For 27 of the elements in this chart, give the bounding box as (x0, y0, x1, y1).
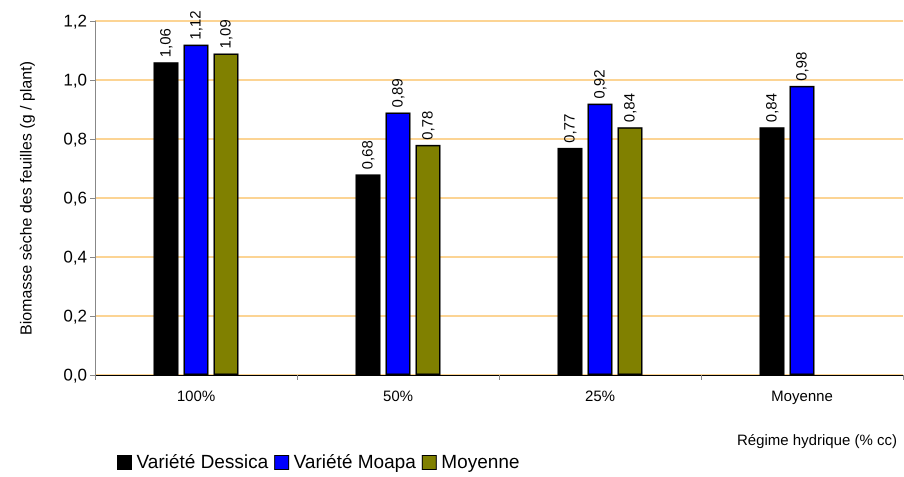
data-label: 0,78 (420, 110, 436, 140)
y-tick-label: 0,6 (63, 188, 87, 208)
data-label: 1,09 (218, 19, 234, 48)
data-label: 0,89 (390, 78, 406, 108)
x-tick-label: 50% (382, 388, 414, 405)
y-tick-label: 0,4 (63, 248, 87, 266)
data-label: 0,84 (622, 92, 638, 122)
data-label: 1,06 (158, 28, 174, 58)
legend-label: Variété Dessica (136, 452, 269, 473)
y-tick-label: 0,8 (63, 130, 87, 148)
y-tick-label: 1,2 (63, 12, 87, 30)
data-label: 1,12 (188, 10, 204, 40)
legend-label: Variété Moapa (294, 452, 416, 473)
y-tick-label: 0,0 (63, 366, 87, 384)
data-label: 0,92 (592, 69, 608, 99)
x-axis-title: Régime hydrique (% cc) (736, 432, 898, 449)
data-label: 0,77 (562, 114, 578, 143)
x-tick-label: 100% (176, 388, 216, 405)
y-tick-label: 1,0 (63, 70, 87, 90)
x-tick-label: 25% (584, 388, 616, 405)
legend-label: Moyenne (441, 452, 520, 473)
data-label: 0,84 (764, 92, 780, 122)
y-tick-label: 0,2 (63, 306, 87, 326)
data-label: 0,98 (794, 52, 810, 81)
data-label: 0,68 (360, 140, 376, 170)
y-axis-title: Biomasse sèche des feuilles (g / plant) (18, 61, 36, 335)
x-tick-label: Moyenne (771, 388, 833, 405)
